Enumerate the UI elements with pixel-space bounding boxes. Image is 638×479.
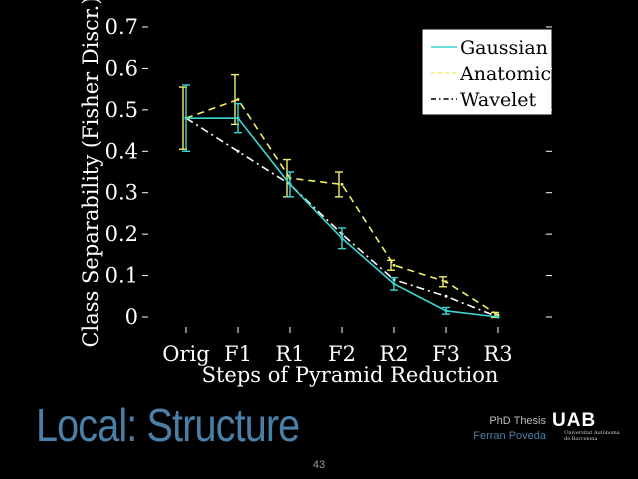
- legend-box: [422, 29, 552, 115]
- legend-label-anatomic: Anatomic: [459, 63, 551, 85]
- chart-legend: Gaussian Anatomic Wavelet: [422, 29, 552, 115]
- chart-series-layer: [179, 73, 500, 319]
- data-point: [392, 263, 396, 267]
- error-bar: [439, 276, 447, 288]
- x-tick-label: F1: [224, 342, 252, 366]
- y-tick-label: 0.7: [105, 15, 138, 39]
- pyramid-chart: 0 0.1 0.2 0.3 0.4 0.5 0.6 0.7 Orig F1 R1 F2 R2 F3 R3 G…: [79, 0, 552, 387]
- legend-label-gaussian: Gaussian: [460, 37, 548, 59]
- y-tick-label: 0: [125, 305, 138, 329]
- x-tick-label: R3: [483, 342, 512, 366]
- logo-subtitle-2: de Barcelona: [564, 436, 598, 442]
- data-point: [444, 309, 448, 313]
- data-point: [444, 280, 448, 284]
- series-wavelet: [184, 116, 500, 319]
- logo-mark: UAB: [552, 410, 597, 431]
- data-point: [236, 116, 240, 120]
- x-tick-label: Orig: [162, 342, 209, 366]
- thesis-label: PhD Thesis: [489, 415, 546, 427]
- data-point: [496, 315, 500, 319]
- data-point: [288, 182, 292, 186]
- data-point: [236, 98, 240, 101]
- data-point: [392, 282, 396, 286]
- y-tick-label: 0.2: [105, 222, 138, 246]
- y-tick-label: 0.1: [105, 264, 138, 288]
- error-bar: [335, 171, 343, 198]
- error-bar: [387, 259, 395, 271]
- author-name: Ferran Poveda: [473, 430, 546, 442]
- y-tick-label: 0.3: [105, 181, 138, 205]
- data-point: [496, 313, 500, 317]
- data-point: [340, 236, 344, 240]
- series-gaussian: [182, 84, 500, 319]
- legend-label-wavelet: Wavelet: [460, 89, 537, 111]
- chart-axes: 0 0.1 0.2 0.3 0.4 0.5 0.6 0.7 Orig F1 R1 F2 R2 F3 R3: [105, 15, 552, 366]
- series-line-anatomic: [185, 98, 499, 316]
- x-tick-label: R2: [379, 342, 408, 366]
- y-tick-label: 0.4: [105, 139, 138, 163]
- x-tick-label: R1: [275, 342, 304, 366]
- data-point: [444, 294, 448, 298]
- y-axis-label: Class Separability (Fisher Discr.): [79, 0, 103, 348]
- author-block: PhD Thesis Ferran Poveda: [473, 414, 546, 444]
- slide-title: Local: Structure: [36, 399, 300, 451]
- y-tick-label: 0.5: [105, 98, 138, 122]
- page-number: 43: [312, 459, 326, 471]
- series-line-wavelet: [185, 117, 499, 318]
- data-point: [340, 182, 344, 186]
- x-axis-label: Steps of Pyramid Reduction: [202, 363, 499, 387]
- logo-subtitle-1: Universitat Autònoma: [564, 430, 620, 436]
- x-tick-label: F2: [328, 342, 356, 366]
- data-point: [184, 116, 188, 120]
- x-tick-label: F3: [432, 342, 460, 366]
- y-tick-label: 0.6: [105, 56, 138, 80]
- data-point: [236, 149, 240, 153]
- uab-logo: UAB Universitat Autònoma de Barcelona: [552, 411, 624, 447]
